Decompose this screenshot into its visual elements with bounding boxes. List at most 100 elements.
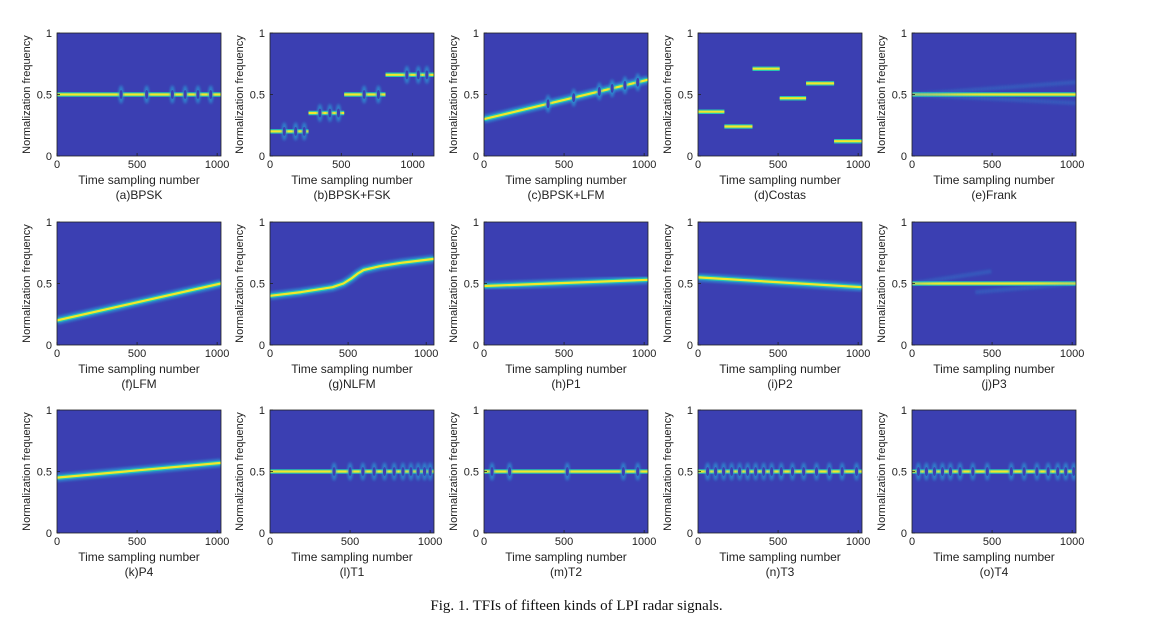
x-tick-label: 1000 (846, 348, 870, 360)
y-tick-label: 0 (687, 528, 693, 540)
x-tick-label: 1000 (1060, 536, 1084, 548)
phase-node-core-5 (958, 467, 962, 476)
y-tick-label: 1 (473, 28, 479, 40)
phase-node-core-3 (621, 467, 625, 476)
y-tick-label: 1 (687, 28, 693, 40)
x-tick-label: 500 (555, 536, 573, 548)
y-tick-label: 0 (259, 340, 265, 352)
x-tick-label: 1000 (632, 348, 656, 360)
figure-caption: Fig. 1. TFIs of fifteen kinds of LPI rad… (430, 598, 723, 614)
chart-panel-9: 0 500 1000 0 0.5 1 Time sampling number(j)P3 No… (876, 217, 1084, 391)
phase-node-core-6 (401, 467, 405, 476)
phase-node-core-6 (971, 467, 975, 476)
ridge-core-0 (57, 461, 221, 479)
phase-node-core-0 (119, 90, 123, 99)
y-axis-label: Normalization frequency (448, 412, 460, 531)
y-axis-label: Normalization frequency (876, 224, 888, 343)
x-axis-label: Time sampling number (291, 173, 413, 187)
chart-panel-13: 0 500 1000 0 0.5 1 Time sampling number(n)T3 No… (662, 405, 870, 579)
x-axis-label: Time sampling number (933, 550, 1055, 564)
x-tick-label: 1000 (414, 348, 438, 360)
y-tick-label: 0.5 (678, 90, 693, 102)
x-axis-label: Time sampling number (719, 362, 841, 376)
phase-node-core-1 (508, 467, 512, 476)
x-tick-label: 500 (983, 536, 1001, 548)
plot-area (270, 65, 434, 141)
ridge-core-0 (484, 78, 648, 121)
x-tick-label: 500 (983, 348, 1001, 360)
plot-area (484, 272, 648, 295)
x-axis-label: Time sampling number (291, 550, 413, 564)
phase-node-core-1 (145, 90, 149, 99)
x-tick-label: 500 (128, 159, 146, 171)
phase-node-core-1 (572, 93, 576, 103)
x-axis-label: Time sampling number (505, 173, 627, 187)
panel-label: (a)BPSK (116, 188, 163, 202)
phase-node-core-0 (332, 467, 336, 476)
plot-area (57, 458, 221, 483)
phase-node-core-7 (376, 90, 380, 99)
x-tick-label: 1000 (846, 536, 870, 548)
x-tick-label: 0 (909, 536, 915, 548)
ridge-core-0 (484, 278, 648, 288)
x-tick-label: 0 (267, 348, 273, 360)
phase-node-core-5 (209, 90, 213, 99)
phase-node-core-4 (636, 467, 640, 476)
panel-label: (j)P3 (981, 377, 1007, 391)
y-tick-label: 1 (901, 28, 907, 40)
plot-area (698, 272, 862, 293)
y-tick-label: 1 (901, 405, 907, 417)
x-tick-label: 0 (695, 159, 701, 171)
x-tick-label: 500 (769, 536, 787, 548)
plot-area (698, 64, 862, 146)
phase-node-core-12 (814, 467, 819, 476)
plot-background (57, 222, 221, 345)
ridge-weak-2 (912, 92, 1076, 106)
y-tick-label: 0.5 (892, 279, 907, 291)
phase-node-core-11 (802, 467, 806, 476)
y-tick-label: 0 (46, 528, 52, 540)
chart-panel-0: 0 500 1000 0 0.5 1 Time sampling number(a)BPSK… (21, 28, 229, 202)
plot-area (270, 254, 434, 300)
y-tick-label: 1 (259, 405, 265, 417)
phase-node-core-9 (416, 70, 420, 80)
y-axis-label: Normalization frequency (662, 224, 674, 343)
y-tick-label: 0.5 (250, 279, 265, 291)
y-tick-label: 0.5 (250, 467, 265, 479)
phase-node-core-2 (932, 467, 937, 476)
x-tick-label: 0 (54, 348, 60, 360)
y-tick-label: 0 (259, 151, 265, 163)
x-tick-label: 1000 (1060, 159, 1084, 171)
x-axis-label: Time sampling number (78, 362, 200, 376)
panel-label: (n)T3 (766, 565, 795, 579)
panel-label: (h)P1 (551, 377, 581, 391)
chart-panel-14: 0 500 1000 0 0.5 1 Time sampling number(o)T4 No… (876, 405, 1084, 579)
phase-node-core-2 (361, 467, 365, 476)
plot-area (912, 462, 1076, 481)
phase-node-core-8 (416, 467, 420, 476)
y-axis-label: Normalization frequency (234, 412, 246, 531)
x-tick-label: 0 (481, 536, 487, 548)
panel-label: (f)LFM (121, 377, 156, 391)
y-tick-label: 0 (46, 340, 52, 352)
phase-node-core-8 (770, 467, 774, 476)
x-tick-label: 0 (695, 536, 701, 548)
phase-node-core-15 (854, 467, 859, 476)
ridge-core-0 (698, 276, 862, 289)
phase-node-core-2 (722, 467, 726, 476)
phase-node-core-4 (196, 90, 200, 99)
x-axis-label: Time sampling number (719, 550, 841, 564)
phase-node-core-0 (916, 467, 921, 476)
phase-node-core-3 (730, 467, 734, 476)
y-tick-label: 0.5 (892, 467, 907, 479)
chart-panel-3: 0 500 1000 0 0.5 1 Time sampling number(d)Cost… (662, 28, 870, 202)
phase-node-core-3 (610, 83, 614, 93)
phase-node-core-11 (1046, 467, 1050, 476)
plot-area (57, 279, 221, 325)
plot-area (484, 462, 648, 481)
phase-node-core-8 (1009, 467, 1013, 476)
x-axis-label: Time sampling number (933, 362, 1055, 376)
x-axis-label: Time sampling number (933, 173, 1055, 187)
y-axis-label: Normalization frequency (662, 412, 674, 531)
phase-node-core-1 (294, 126, 298, 136)
